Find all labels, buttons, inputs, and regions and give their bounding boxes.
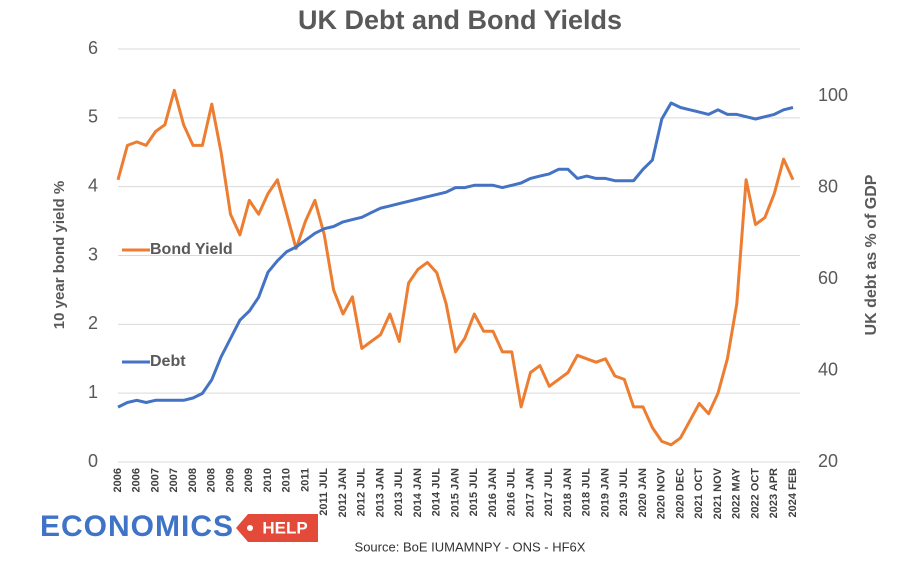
logo-badge-text: HELP [262, 518, 307, 537]
x-tick-label: 2020 DEC [674, 468, 686, 519]
y2-tick-label: 60 [818, 268, 838, 288]
x-tick-label: 2016 JUL [506, 468, 518, 517]
x-tick-label: 2006 [131, 468, 143, 492]
x-tick-label: 2018 JAN [562, 468, 574, 518]
x-tick-label: 2019 JUL [618, 468, 630, 517]
x-tick-label: 2010 [281, 468, 293, 492]
x-tick-label: 2012 JAN [337, 468, 349, 518]
source-note: Source: BoE IUMAMNPY - ONS - HF6X [355, 539, 586, 554]
x-tick-label: 2012 JUL [356, 468, 368, 517]
x-tick-label: 2021 NOV [712, 467, 724, 519]
x-tick-label: 2006 [112, 468, 124, 492]
x-tick-label: 2018 JUL [581, 468, 593, 517]
x-tick-label: 2014 JUL [431, 468, 443, 517]
x-tick-label: 2010 [262, 468, 274, 492]
x-tick-label: 2013 JUL [393, 468, 405, 517]
x-tick-label: 2009 [243, 468, 255, 492]
data-line [117, 101, 794, 409]
x-tick-label: 2007 [168, 468, 180, 492]
x-tick-label: 2011 JUL [318, 468, 330, 516]
x-tick-label: 2008 [187, 468, 199, 492]
x-tick-label: 2011 [299, 468, 311, 492]
x-tick-label: 2020 NOV [656, 467, 668, 519]
x-tick-label: 2017 JAN [524, 468, 536, 518]
y-tick-label: 6 [88, 38, 98, 58]
logo-badge [236, 514, 318, 542]
legend-label: Debt [150, 353, 186, 370]
x-tick-label: 2023 APR [768, 468, 780, 518]
x-tick-label: 2016 JAN [487, 468, 499, 518]
x-tick-label: 2015 JUL [468, 468, 480, 517]
x-tick-label: 2020 JAN [637, 468, 649, 518]
y2-axis-label: UK debt as % of GDP [863, 174, 880, 335]
y-tick-label: 2 [88, 313, 98, 333]
x-tick-label: 2014 JAN [412, 468, 424, 518]
logo-text: ECONOMICS [40, 510, 234, 543]
y2-tick-label: 40 [818, 359, 838, 379]
x-tick-label: 2019 JAN [599, 468, 611, 518]
x-tick-label: 2017 JUL [543, 468, 555, 517]
x-tick-label: 2024 FEB [787, 468, 799, 518]
y2-tick-label: 100 [818, 85, 848, 105]
y-tick-label: 5 [88, 107, 98, 127]
logo-hole [247, 525, 253, 531]
x-tick-label: 2015 JAN [449, 468, 461, 518]
x-tick-label: 2008 [206, 468, 218, 492]
x-tick-label: 2022 OCT [749, 468, 761, 519]
x-tick-label: 2021 OCT [693, 468, 705, 519]
x-tick-label: 2022 MAY [731, 467, 743, 519]
legend-label: Bond Yield [150, 241, 233, 258]
y2-tick-label: 20 [818, 451, 838, 471]
y2-tick-label: 80 [818, 176, 838, 196]
y-tick-label: 3 [88, 244, 98, 264]
data-line [116, 88, 795, 447]
chart-title: UK Debt and Bond Yields [298, 5, 622, 35]
y-axis-label: 10 year bond yield % [51, 181, 68, 329]
x-tick-label: 2009 [224, 468, 236, 492]
x-tick-label: 2013 JAN [374, 468, 386, 518]
y-tick-label: 4 [88, 175, 98, 195]
y-tick-label: 0 [88, 451, 98, 471]
y-tick-label: 1 [88, 382, 98, 402]
x-tick-label: 2007 [149, 468, 161, 492]
